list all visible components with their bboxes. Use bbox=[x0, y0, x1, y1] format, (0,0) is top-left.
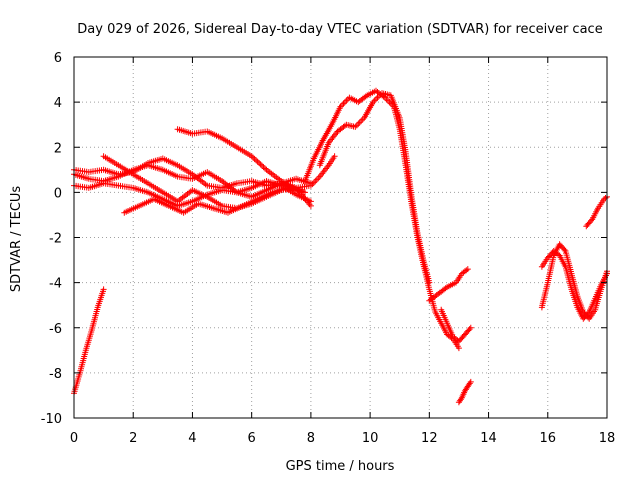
data-point-markers bbox=[438, 306, 474, 345]
gridlines bbox=[74, 57, 607, 418]
x-tick-label: 16 bbox=[540, 431, 557, 446]
y-tick-label: 2 bbox=[54, 141, 62, 156]
data-point-markers bbox=[316, 90, 433, 286]
series-arc-1 bbox=[71, 286, 107, 397]
y-tick-label: 0 bbox=[54, 186, 62, 201]
x-tick-label: 4 bbox=[188, 431, 196, 446]
y-tick-label: -8 bbox=[49, 367, 62, 382]
x-tick-label: 14 bbox=[480, 431, 497, 446]
series-arc-14 bbox=[538, 241, 610, 322]
plot-frame bbox=[73, 56, 608, 419]
data-point-markers bbox=[121, 184, 305, 216]
y-tick-label: -10 bbox=[41, 412, 62, 427]
x-axis-label: GPS time / hours bbox=[286, 459, 395, 474]
x-tick-label: 2 bbox=[129, 431, 137, 446]
x-tick-label: 8 bbox=[307, 431, 315, 446]
y-tick-label: -6 bbox=[49, 322, 62, 337]
series-arc-7 bbox=[174, 126, 338, 191]
axis-ticks: 0 2 4 6 8 10 12 14 16 18 -10 -8 -6 -4 -2 0 2 4 6 bbox=[41, 51, 616, 446]
data-point-markers bbox=[583, 193, 610, 230]
series-arc-8 bbox=[302, 87, 462, 352]
y-tick-label: -2 bbox=[49, 232, 62, 247]
x-tick-label: 18 bbox=[599, 431, 616, 446]
data-point-markers bbox=[174, 126, 338, 191]
series-arc-11 bbox=[438, 306, 474, 345]
data-point-markers bbox=[71, 286, 107, 397]
x-tick-label: 6 bbox=[248, 431, 256, 446]
chart-title: Day 029 of 2026, Sidereal Day-to-day VTE… bbox=[77, 22, 602, 37]
x-tick-label: 10 bbox=[362, 431, 379, 446]
data-point-markers bbox=[455, 378, 474, 406]
y-axis-label: SDTVAR / TECUs bbox=[9, 186, 24, 293]
series-arc-9 bbox=[316, 90, 433, 286]
x-tick-label: 0 bbox=[70, 431, 78, 446]
y-tick-label: 6 bbox=[54, 51, 62, 66]
series-arc-12 bbox=[455, 378, 474, 406]
x-tick-label: 12 bbox=[421, 431, 438, 446]
series-arc-10 bbox=[426, 266, 471, 304]
series-arc-15 bbox=[583, 193, 610, 230]
y-tick-label: 4 bbox=[54, 96, 62, 111]
data-point-markers bbox=[426, 266, 471, 304]
series-arc-6 bbox=[121, 184, 305, 216]
data-point-markers bbox=[538, 241, 610, 322]
data-point-markers bbox=[302, 87, 462, 352]
data-markers bbox=[71, 87, 610, 406]
y-tick-label: -4 bbox=[49, 277, 62, 292]
